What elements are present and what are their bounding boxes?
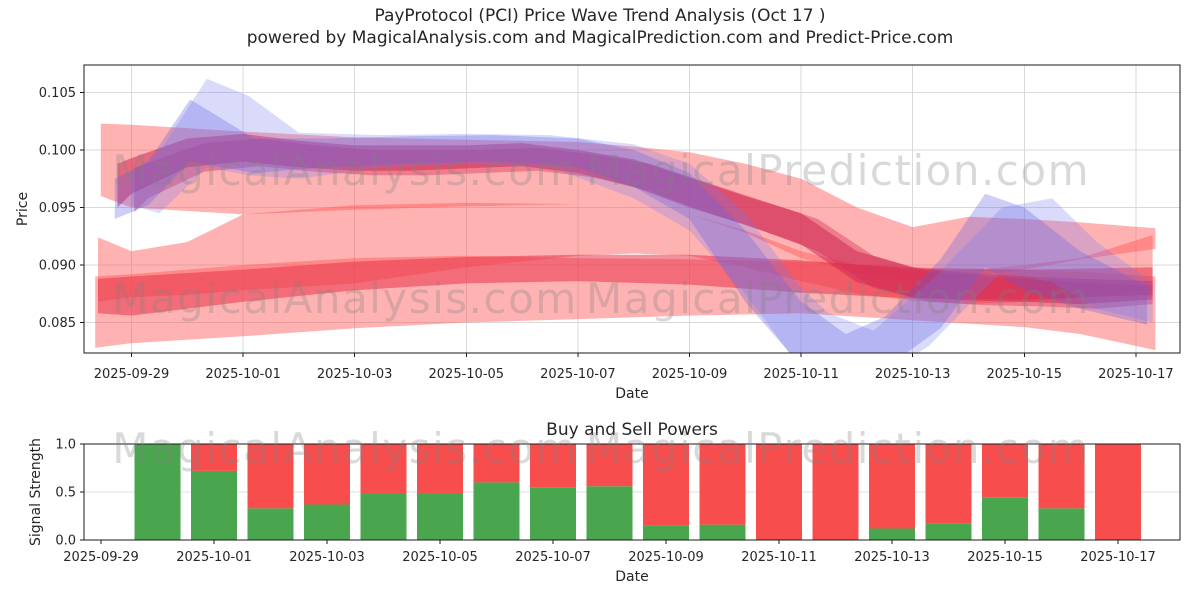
price-y-tick-label: 0.105 xyxy=(39,86,76,101)
buy-bar xyxy=(473,482,520,540)
buy-bar xyxy=(304,504,350,540)
price-y-tick-label: 0.095 xyxy=(39,201,76,216)
buy-bar xyxy=(699,524,746,540)
price-x-tick-label: 2025-10-17 xyxy=(1098,367,1174,382)
watermark-layer: MagicalAnalysis.com MagicalPrediction.com… xyxy=(112,146,1090,473)
watermark-text: MagicalPrediction.com xyxy=(586,274,1090,323)
watermark-text: MagicalAnalysis.com xyxy=(112,146,577,195)
buy-bar xyxy=(1038,508,1085,540)
buy-bar xyxy=(417,492,463,540)
price-x-tick-label: 2025-10-05 xyxy=(429,367,505,382)
power-x-tick-label: 2025-10-09 xyxy=(628,550,704,565)
blue-band-front xyxy=(131,78,1153,353)
price-x-tick-label: 2025-09-29 xyxy=(94,367,170,382)
power-bars xyxy=(134,444,1141,540)
sell-bar xyxy=(869,444,915,529)
price-x-tick-label: 2025-10-13 xyxy=(875,367,951,382)
main-crimson-band xyxy=(117,133,1153,305)
power-y-axis-label: Signal Strength xyxy=(28,438,44,546)
power-x-tick-label: 2025-10-03 xyxy=(289,550,365,565)
buy-bar xyxy=(586,486,633,540)
sell-bar xyxy=(191,444,237,471)
sell-bar xyxy=(530,444,576,488)
power-x-tick-label: 2025-10-17 xyxy=(1080,550,1156,565)
sell-bar xyxy=(643,444,689,526)
price-x-tick-label: 2025-10-11 xyxy=(763,367,839,382)
power-x-tick-label: 2025-10-01 xyxy=(176,550,252,565)
power-x-axis: 2025-09-29 2025-10-01 2025-10-03 2025-10-05… xyxy=(63,540,1156,585)
power-x-tick-label: 2025-10-15 xyxy=(967,550,1043,565)
sell-bar xyxy=(417,444,463,493)
buy-bar xyxy=(643,525,689,540)
sell-bar xyxy=(586,444,633,487)
price-x-tick-label: 2025-10-03 xyxy=(317,367,393,382)
power-x-tick-label: 2025-10-11 xyxy=(741,550,817,565)
power-x-tick-label: 2025-09-29 xyxy=(63,550,139,565)
power-y-tick-label: 0.0 xyxy=(55,534,76,549)
buy-bar xyxy=(247,508,294,540)
sell-bar xyxy=(360,444,407,493)
watermark-text: MagicalAnalysis.com xyxy=(112,274,577,323)
sell-bar xyxy=(699,444,746,525)
price-x-tick-label: 2025-10-07 xyxy=(540,367,616,382)
sell-bar xyxy=(925,444,972,524)
blue-band-back xyxy=(114,99,1148,353)
page-subtitle: powered by MagicalAnalysis.com and Magic… xyxy=(246,28,954,48)
sell-bar xyxy=(1038,444,1085,509)
buy-bar xyxy=(360,492,407,540)
price-y-tick-label: 0.085 xyxy=(39,316,76,331)
power-x-tick-label: 2025-10-13 xyxy=(854,550,930,565)
figure-title-block: PayProtocol (PCI) Price Wave Trend Analy… xyxy=(0,5,1200,49)
sell-bar xyxy=(1095,444,1141,540)
power-x-axis-label: Date xyxy=(615,569,648,585)
price-x-axis-label: Date xyxy=(615,386,648,402)
main-crimson-band-2 xyxy=(134,138,1153,309)
sell-bar xyxy=(247,444,294,509)
buy-bar xyxy=(982,497,1028,540)
power-x-tick-label: 2025-10-07 xyxy=(515,550,591,565)
buy-bar xyxy=(191,470,237,540)
buy-bar xyxy=(134,444,181,540)
price-y-tick-label: 0.090 xyxy=(39,259,76,274)
power-x-tick-label: 2025-10-05 xyxy=(402,550,478,565)
sell-bar xyxy=(812,444,859,540)
sell-bar xyxy=(756,444,802,540)
price-y-axis-label: Price xyxy=(15,192,31,226)
price-y-axis: 0.085 0.090 0.095 0.100 0.105 Price xyxy=(15,86,84,331)
watermark-text: MagicalPrediction.com xyxy=(586,424,1090,473)
price-plot-frame xyxy=(83,64,1181,354)
power-y-axis: 0.0 0.5 1.0 Signal Strength xyxy=(28,438,84,549)
price-x-tick-label: 2025-10-01 xyxy=(205,367,281,382)
watermark-text: MagicalPrediction.com xyxy=(586,146,1090,195)
buy-bar xyxy=(925,523,972,540)
power-chart-title: Buy and Sell Powers xyxy=(546,420,718,440)
page-title: PayProtocol (PCI) Price Wave Trend Analy… xyxy=(374,6,826,26)
sell-bar xyxy=(982,444,1028,498)
buy-bar xyxy=(530,487,576,540)
price-y-tick-label: 0.100 xyxy=(39,144,76,159)
price-wave-chart: 2025-09-29 2025-10-01 2025-10-03 2025-10-05… xyxy=(15,64,1181,402)
price-x-tick-label: 2025-10-15 xyxy=(987,367,1063,382)
price-wave-bands xyxy=(95,78,1156,353)
price-x-axis: 2025-09-29 2025-10-01 2025-10-03 2025-10-05… xyxy=(94,353,1174,402)
sell-bar xyxy=(473,444,520,483)
power-y-tick-label: 1.0 xyxy=(55,438,76,453)
sell-bar xyxy=(304,444,350,505)
power-y-tick-label: 0.5 xyxy=(55,486,76,501)
buy-bar xyxy=(869,528,915,540)
watermark-text: MagicalAnalysis.com xyxy=(112,424,577,473)
price-x-tick-label: 2025-10-09 xyxy=(652,367,728,382)
